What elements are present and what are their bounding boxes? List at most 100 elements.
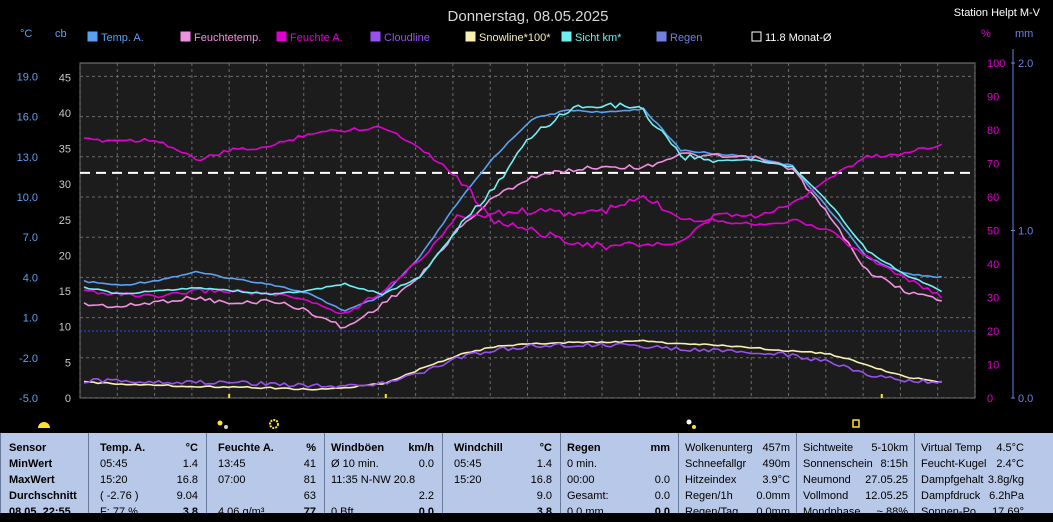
row-label: 07:00 [218, 474, 246, 486]
panel-row: 63 [207, 490, 324, 506]
panel-title: Temp. A. [100, 442, 146, 454]
row-label: 00:00 [567, 474, 595, 486]
panel-row: Gesamt: 0.0 [561, 490, 678, 506]
legend-label: Feuchte A. [290, 32, 343, 44]
row-label: Schneefallgr [685, 458, 747, 470]
row-value: 5-10km [871, 442, 908, 454]
stats-panel: Sichtweite 5-10km Sonnenschein 8:15h Neumond… [796, 433, 914, 518]
row-value: 0.0 [418, 458, 434, 470]
cloud-icon [686, 419, 692, 425]
panel-row: Regen/1h 0.0mm [679, 490, 796, 506]
row-value: 457m [762, 442, 790, 454]
row-value: 3.8 [536, 506, 552, 518]
humidity-tick-label: 70 [987, 159, 999, 171]
row-label: Gesamt: [567, 490, 609, 502]
panel-row: MinWert [1, 458, 88, 474]
sun-marker [880, 394, 883, 398]
row-label: Dampfdruck [921, 490, 981, 502]
panel-row: Hitzeindex 3.9°C [679, 474, 796, 490]
row-label: 13:45 [218, 458, 246, 470]
legend-swatch [87, 31, 98, 42]
panel-row: Wolkenunterg 457m [679, 442, 796, 458]
row-label: Feucht-Kugel [921, 458, 987, 470]
row-value: 3.8 [182, 506, 198, 518]
row-value: 16.8 [530, 474, 552, 486]
cb-tick-label: 40 [59, 108, 71, 120]
panel-row: 00:00 0.0 [561, 474, 678, 490]
sun-icon [269, 419, 279, 429]
temp-tick-label: 7.0 [23, 232, 38, 244]
series-line-feuchtetemp- [83, 152, 942, 329]
legend-label: 11.8 Monat-Ø [765, 32, 832, 44]
chart-grid [79, 62, 976, 399]
row-value: 6.2hPa [989, 490, 1024, 502]
row-label: Hitzeindex [685, 474, 737, 486]
panel-row: 11:35 N-NW 20.8 [325, 474, 442, 490]
row-label: 0 Bft. [331, 506, 357, 518]
series-line-cloudline [83, 342, 942, 389]
temp-tick-label: 19.0 [17, 71, 38, 83]
cb-tick-label: 35 [59, 144, 71, 156]
weather-icons-row [38, 394, 883, 429]
row-label: 05:45 [100, 458, 128, 470]
humidity-tick-label: 30 [987, 293, 999, 305]
panel-row: Dampfdruck 6.2hPa [915, 490, 1053, 506]
reference-lines [80, 171, 975, 332]
series-line-feuchte-a-2- [83, 194, 943, 315]
cb-tick-label: 45 [59, 72, 71, 84]
legend-swatch [561, 31, 572, 42]
legend-swatch [751, 31, 762, 42]
cb-tick-label: 0 [65, 393, 71, 405]
row-label: Sonnenschein [803, 458, 873, 470]
unit-percent-label: % [981, 28, 991, 40]
cb-tick-label: 15 [59, 286, 71, 298]
row-label: 08.05. 22:55 [9, 506, 71, 518]
legend-label: Snowline*100* [479, 32, 551, 44]
row-value: 0.0 [654, 490, 670, 502]
panel-row: Sonnenschein 8:15h [797, 458, 914, 474]
humidity-tick-label: 50 [987, 226, 999, 238]
unit-mm-label: mm [1015, 28, 1033, 40]
panel-row: 2.2 [325, 490, 442, 506]
row-label: Wolkenunterg [685, 442, 753, 454]
stats-panel: Windböen km/h Ø 10 min. 0.0 11:35 N-NW 20.8 2… [324, 433, 442, 518]
row-value: 2.2 [418, 490, 434, 502]
temp-tick-label: 10.0 [17, 192, 38, 204]
row-value: 0.0 [654, 506, 670, 518]
row-label: Sonnen-Po [921, 506, 977, 518]
legend-label: Temp. A. [101, 32, 144, 44]
humidity-tick-label: 60 [987, 192, 999, 204]
row-label: Mondphase [803, 506, 861, 518]
legend-swatch [656, 31, 667, 42]
panel-row: Vollmond 12.05.25 [797, 490, 914, 506]
stats-panel: Temp. A. °C 05:45 1.4 15:20 16.8 ( -2.76 ) 9.04… [88, 433, 206, 518]
row-label: ( -2.76 ) [100, 490, 139, 502]
chart-axes: 19.0 16.0 13.0 10.0 7.0 4.0 1.0 -2.0 -5.0 45 40 35 3… [17, 49, 1033, 405]
row-value: 0.0mm [756, 506, 790, 518]
temp-tick-label: -2.0 [19, 353, 38, 365]
row-label: 0.0 mm [567, 506, 604, 518]
sunset-icon [852, 419, 860, 428]
panel-row: 08.05. 22:55 [1, 506, 88, 522]
series-line-sicht-km- [83, 102, 943, 296]
row-value: 17.69° [992, 506, 1024, 518]
legend-swatch [276, 31, 287, 42]
panel-row: 0.0 mm 0.0 [561, 506, 678, 522]
cb-tick-label: 5 [65, 357, 71, 369]
humidity-tick-label: 90 [987, 92, 999, 104]
weather-chart: 19.0 16.0 13.0 10.0 7.0 4.0 1.0 -2.0 -5.0 45 40 35 3… [17, 7, 1041, 429]
row-label: 11:35 N-NW 20.8 [331, 474, 416, 486]
legend-label: Cloudline [384, 32, 430, 44]
moon-icon [217, 420, 223, 426]
row-value: 3.8g/kg [987, 474, 1024, 486]
row-label: Regen/Tag [685, 506, 739, 518]
panel-row: 15:20 16.8 [443, 474, 560, 490]
panel-unit: mm [650, 442, 670, 454]
row-value: 41 [303, 458, 316, 470]
humidity-tick-label: 80 [987, 125, 999, 137]
panel-title: Windböen [331, 442, 385, 454]
sun-icon [692, 425, 696, 429]
panel-row: Virtual Temp 4.5°C [915, 442, 1053, 458]
panel-row: Feucht-Kugel 2.4°C [915, 458, 1053, 474]
